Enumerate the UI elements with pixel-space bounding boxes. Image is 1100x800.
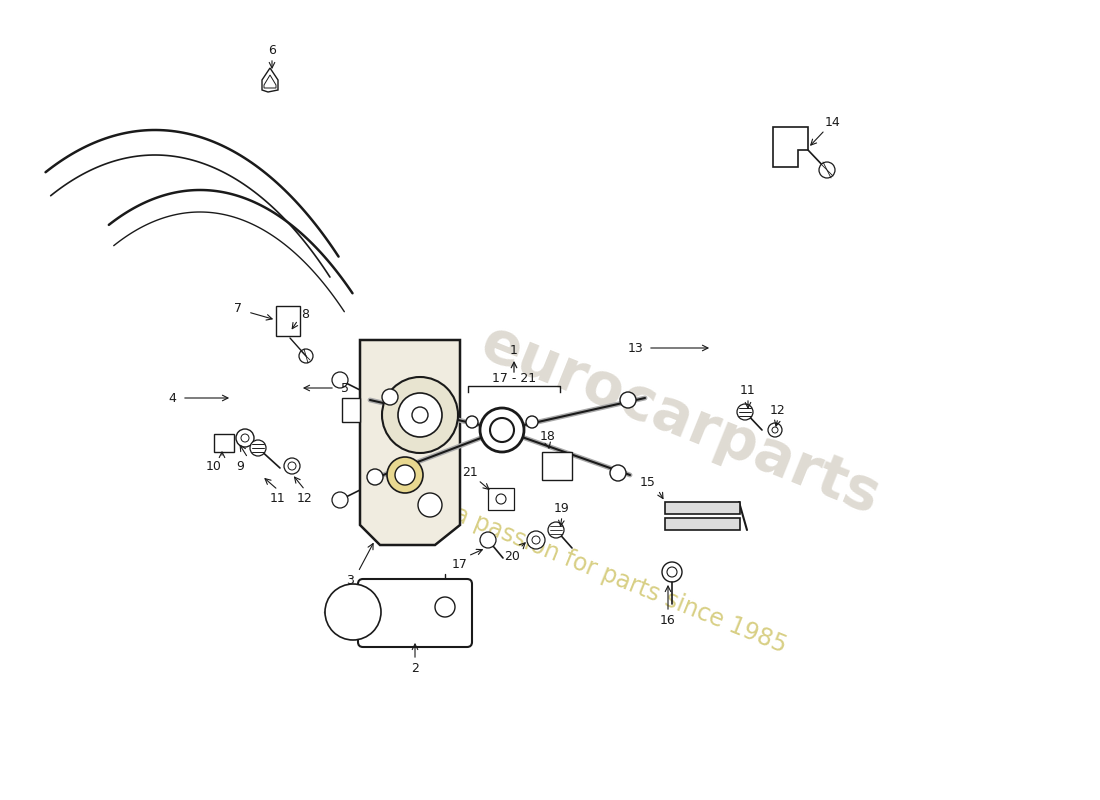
FancyBboxPatch shape	[214, 434, 234, 452]
Circle shape	[332, 372, 348, 388]
FancyBboxPatch shape	[488, 488, 514, 510]
Text: 16: 16	[660, 614, 675, 626]
Text: 17 - 21: 17 - 21	[492, 371, 536, 385]
Circle shape	[395, 465, 415, 485]
Circle shape	[526, 416, 538, 428]
Text: 15: 15	[640, 477, 656, 490]
Circle shape	[367, 469, 383, 485]
Text: eurocarparts: eurocarparts	[472, 314, 888, 526]
Text: 19: 19	[554, 502, 570, 514]
Circle shape	[418, 493, 442, 517]
Text: 7: 7	[234, 302, 242, 314]
Circle shape	[466, 416, 478, 428]
Circle shape	[620, 392, 636, 408]
FancyBboxPatch shape	[666, 518, 740, 530]
Text: 5: 5	[341, 382, 349, 394]
FancyBboxPatch shape	[276, 306, 300, 336]
Circle shape	[398, 393, 442, 437]
Text: 8: 8	[301, 307, 309, 321]
Circle shape	[480, 408, 524, 452]
Circle shape	[737, 404, 754, 420]
Text: 18: 18	[540, 430, 556, 442]
Text: 4: 4	[168, 391, 176, 405]
Polygon shape	[773, 127, 808, 167]
FancyBboxPatch shape	[666, 502, 740, 514]
Text: 1: 1	[510, 343, 518, 357]
FancyBboxPatch shape	[542, 452, 572, 480]
FancyBboxPatch shape	[342, 398, 360, 422]
Text: 20: 20	[504, 550, 520, 562]
Text: 10: 10	[206, 459, 222, 473]
Text: 9: 9	[236, 459, 244, 473]
Text: 21: 21	[462, 466, 477, 479]
Circle shape	[548, 522, 564, 538]
Circle shape	[284, 458, 300, 474]
Text: 3: 3	[346, 574, 354, 586]
Text: 11: 11	[271, 491, 286, 505]
Text: 2: 2	[411, 662, 419, 674]
Text: 12: 12	[770, 403, 785, 417]
Circle shape	[332, 492, 348, 508]
Circle shape	[387, 457, 424, 493]
Circle shape	[768, 423, 782, 437]
FancyBboxPatch shape	[358, 579, 472, 647]
Circle shape	[434, 597, 455, 617]
Circle shape	[324, 584, 381, 640]
Circle shape	[527, 531, 544, 549]
Text: 13: 13	[628, 342, 643, 354]
Circle shape	[382, 389, 398, 405]
Circle shape	[412, 407, 428, 423]
Circle shape	[480, 532, 496, 548]
Text: 11: 11	[740, 383, 756, 397]
Text: 17: 17	[452, 558, 468, 570]
Text: 12: 12	[297, 491, 312, 505]
Circle shape	[241, 434, 249, 442]
Circle shape	[490, 418, 514, 442]
Circle shape	[382, 377, 458, 453]
Circle shape	[820, 162, 835, 178]
Circle shape	[662, 562, 682, 582]
Polygon shape	[264, 75, 276, 88]
Circle shape	[250, 440, 266, 456]
Circle shape	[610, 465, 626, 481]
Text: 6: 6	[268, 43, 276, 57]
Circle shape	[236, 429, 254, 447]
Text: a passion for parts since 1985: a passion for parts since 1985	[450, 502, 790, 658]
Text: 14: 14	[825, 117, 840, 130]
Polygon shape	[262, 68, 278, 92]
Polygon shape	[360, 340, 460, 545]
